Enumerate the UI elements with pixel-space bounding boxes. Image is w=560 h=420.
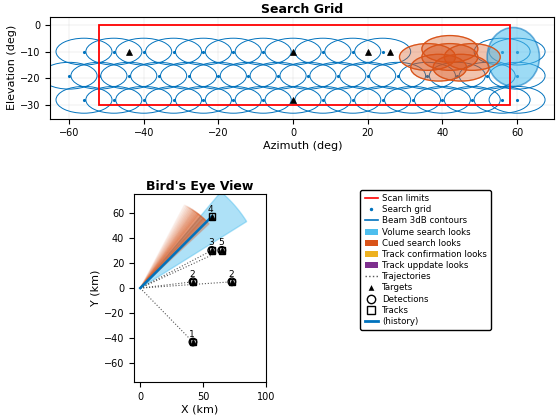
Polygon shape: [140, 208, 199, 288]
Bar: [190, 339, 196, 345]
Polygon shape: [140, 218, 209, 288]
Y-axis label: Y (km): Y (km): [91, 270, 101, 306]
X-axis label: X (km): X (km): [181, 405, 218, 415]
Bar: [218, 247, 225, 254]
Text: 1: 1: [189, 330, 195, 339]
Text: 4: 4: [208, 205, 213, 213]
Ellipse shape: [487, 28, 539, 87]
Text: 2: 2: [228, 270, 234, 279]
Ellipse shape: [444, 44, 500, 71]
Polygon shape: [140, 207, 198, 288]
Polygon shape: [140, 192, 246, 288]
Ellipse shape: [422, 36, 478, 62]
Polygon shape: [140, 214, 207, 288]
Ellipse shape: [422, 44, 478, 71]
Ellipse shape: [410, 54, 466, 81]
X-axis label: Azimuth (deg): Azimuth (deg): [263, 141, 342, 151]
Polygon shape: [140, 216, 208, 288]
Bar: [190, 278, 196, 285]
Title: Search Grid: Search Grid: [262, 3, 343, 16]
Polygon shape: [140, 205, 194, 288]
Bar: [209, 247, 215, 254]
Text: 2: 2: [189, 270, 195, 279]
Y-axis label: Elevation (deg): Elevation (deg): [7, 25, 17, 110]
Bar: [209, 213, 215, 220]
Polygon shape: [140, 212, 204, 288]
Text: 3: 3: [208, 239, 214, 247]
Polygon shape: [140, 207, 197, 288]
Title: Bird's Eye View: Bird's Eye View: [146, 180, 254, 193]
Ellipse shape: [399, 44, 455, 71]
Bar: [99, 25, 510, 105]
Text: 5: 5: [218, 239, 224, 247]
Legend: Scan limits, Search grid, Beam 3dB contours, Volume search looks, Cued search lo: Scan limits, Search grid, Beam 3dB conto…: [360, 190, 491, 330]
Polygon shape: [140, 213, 206, 288]
Polygon shape: [140, 206, 195, 288]
Polygon shape: [140, 209, 200, 288]
Polygon shape: [140, 211, 203, 288]
Bar: [228, 278, 235, 285]
Ellipse shape: [433, 54, 489, 81]
Polygon shape: [140, 210, 202, 288]
